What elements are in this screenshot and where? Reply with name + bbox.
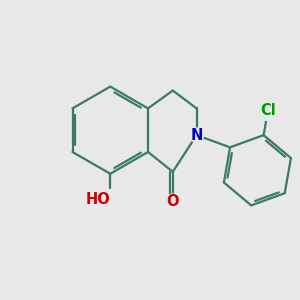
Text: Cl: Cl — [260, 103, 276, 118]
Circle shape — [258, 100, 278, 121]
Circle shape — [166, 194, 180, 208]
Text: N: N — [190, 128, 203, 142]
Circle shape — [190, 128, 203, 142]
Circle shape — [100, 190, 120, 209]
Text: HO: HO — [85, 192, 110, 207]
Text: O: O — [167, 194, 179, 208]
